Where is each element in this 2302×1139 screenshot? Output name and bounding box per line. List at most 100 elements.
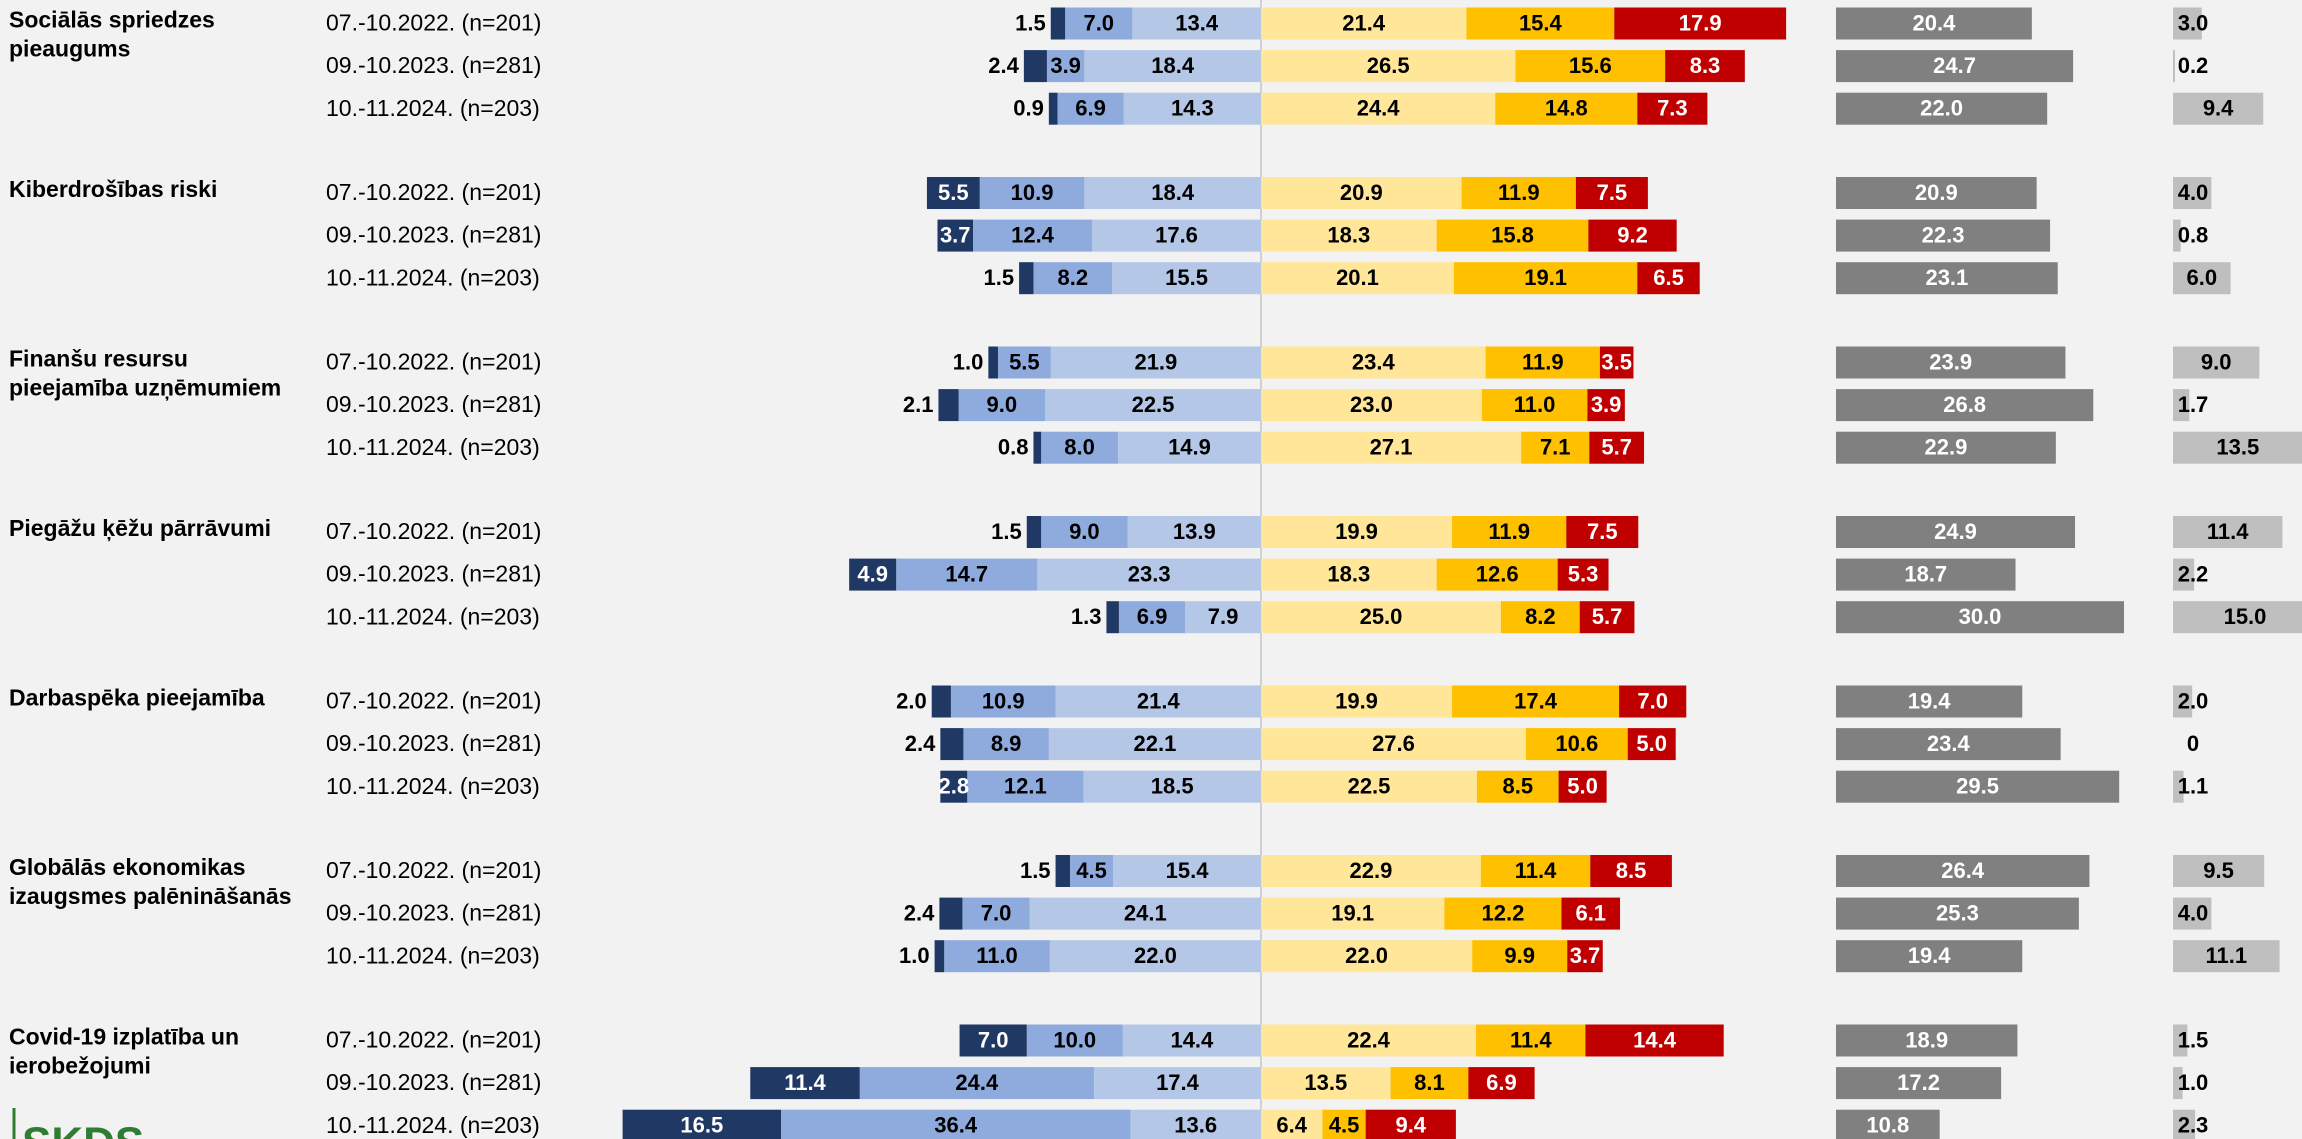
bar-segment [1050,7,1066,40]
value-label: 2.3 [2178,1113,2209,1138]
bar-segment [2173,940,2280,973]
value-label: 23.9 [1929,349,1972,374]
bar-segment [1481,389,1588,422]
bar-segment [1261,685,1453,718]
bar-segment [937,219,973,252]
value-label: 24.9 [1934,519,1977,544]
bar-segment [1049,940,1261,973]
bar-segment [1045,389,1261,422]
bar-segment [1092,219,1261,252]
group-label: Covid-19 izplatība un ierobežojumi [9,1024,239,1079]
value-label: 18.4 [1151,53,1195,78]
bar-segment [1836,50,2074,83]
value-label: 27.6 [1372,731,1415,756]
value-label: 3.9 [1050,53,1081,78]
bar-segment [1836,1024,2018,1057]
value-label: 15.4 [1166,858,1210,883]
value-label: 8.5 [1503,774,1534,799]
group-label: Darbaspēka pieejamība [9,685,265,711]
value-label: 19.9 [1335,519,1378,544]
bar-segment [1476,1024,1586,1057]
bar-segment [1322,1109,1366,1139]
category-label: 10.-11.2024. (n=203) [326,264,540,290]
value-label: 4.0 [2178,900,2209,925]
bar-segment [859,1067,1094,1100]
category-label: 07.-10.2022. (n=201) [326,1027,541,1053]
value-label: 18.9 [1905,1027,1948,1052]
value-label: 23.4 [1927,731,1971,756]
value-label: 3.0 [2178,10,2209,35]
value-label: 0.8 [998,435,1029,460]
bar-segment [2173,685,2193,718]
bar-segment [1041,516,1128,548]
bar-segment [1033,262,1113,295]
bar-segment [1472,940,1568,973]
bar-segment [781,1109,1131,1139]
group-label: Finanšu resursu pieejamība uzņēmumiem [9,346,281,401]
category-label: 09.-10.2023. (n=281) [326,561,541,587]
bar-segment [1261,516,1453,548]
bar-segment [1023,50,1047,83]
bar-segment [1836,177,2037,209]
value-label: 5.3 [1568,561,1599,586]
value-label: 7.0 [1637,688,1668,713]
bar-segment [1585,1024,1724,1057]
value-label: 2.4 [988,53,1019,78]
value-label: 12.2 [1482,900,1525,925]
value-label: 22.0 [1134,943,1177,968]
bar-segment [997,346,1051,379]
bar-segment [1589,431,1645,464]
bar-segment [1261,728,1526,761]
value-label: 29.5 [1956,774,1999,799]
value-label: 2.8 [939,774,970,799]
bar-segment [1083,770,1261,803]
bar-segment [1048,728,1261,761]
bar-segment [940,728,964,761]
bar-segment [2173,431,2302,464]
value-label: 1.0 [953,349,984,374]
bar-segment [939,897,963,930]
bar-segment [1836,940,2023,973]
value-label: 11.9 [1498,180,1540,205]
value-label: 22.0 [1920,96,1963,121]
bar-segment [1614,7,1787,40]
bar-segment [1055,855,1070,887]
bar-segment [1026,516,1042,548]
bar-segment [938,389,959,422]
bar-segment [1588,219,1677,252]
value-label: 6.1 [1575,900,1606,925]
bar-segment [979,177,1085,209]
category-label: 07.-10.2022. (n=201) [326,857,541,883]
value-label: 2.4 [904,900,935,925]
value-label: 25.3 [1936,900,1979,925]
value-label: 14.9 [1168,435,1211,460]
value-label: 2.0 [2178,688,2209,713]
value-label: 9.4 [2203,96,2234,121]
bar-segment [1261,431,1522,464]
value-label: 17.4 [1156,1070,1200,1095]
value-label: 1.5 [1015,10,1046,35]
value-label: 18.5 [1151,774,1194,799]
value-label: 13.5 [1304,1070,1347,1095]
bar-segment [1436,558,1558,591]
bar-segment [1261,1067,1391,1100]
bar-segment [1261,897,1445,930]
value-label: 4.5 [1076,858,1107,883]
value-label: 3.7 [940,222,971,247]
value-label: 26.8 [1943,392,1986,417]
bar-segment [1619,685,1687,718]
value-label: 6.5 [1653,265,1684,290]
value-label: 7.3 [1657,96,1688,121]
bar-segment [1185,601,1261,634]
value-label: 22.3 [1922,222,1965,247]
value-label: 22.5 [1348,774,1391,799]
bar-segment [1836,516,2076,548]
category-label: 07.-10.2022. (n=201) [326,349,541,375]
bar-segment [2173,770,2184,803]
value-label: 1.5 [2178,1027,2209,1052]
group-label: Piegāžu ķēžu pārrāvumi [9,515,271,541]
bar-segment [963,728,1049,761]
bar-segment [1836,685,2023,718]
bar-segment [1575,177,1648,209]
value-label: 12.4 [1011,222,1055,247]
